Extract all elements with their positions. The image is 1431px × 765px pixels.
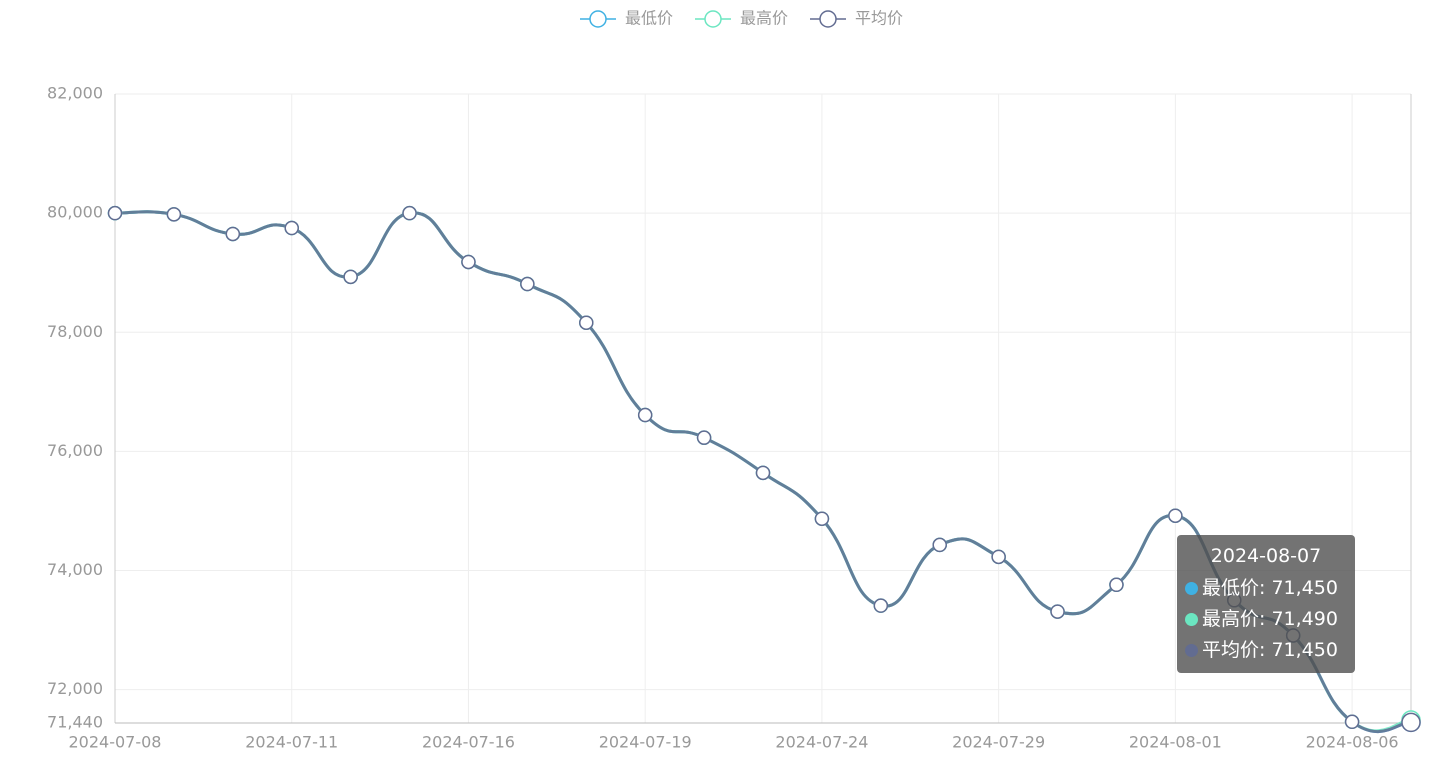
tooltip-value: 71,490: [1271, 608, 1338, 630]
data-point: [1401, 712, 1421, 733]
data-point: [637, 407, 653, 423]
tooltip-dot: [1185, 644, 1198, 657]
legend-marker: [819, 10, 837, 28]
x-tick-label: 2024-07-24: [775, 733, 868, 752]
tooltip-row: 最低价: 71,450: [1185, 573, 1355, 604]
tooltip-series-name: 最高价: [1202, 608, 1260, 630]
y-tick-label: 72,000: [47, 679, 103, 698]
legend-item: 平均价: [810, 9, 903, 28]
x-tick-label: 2024-08-06: [1306, 733, 1399, 752]
legend-item: 最低价: [580, 9, 673, 28]
tooltip-series-name: 平均价: [1202, 639, 1260, 661]
y-tick-label: 80,000: [47, 203, 103, 222]
data-point: [991, 549, 1006, 565]
legend-label: 最高价: [740, 9, 788, 28]
data-point: [932, 537, 947, 553]
data-point: [520, 276, 535, 292]
tooltip-value: 71,450: [1271, 639, 1338, 661]
x-tick-label: 2024-07-29: [952, 733, 1045, 752]
legend-marker: [704, 10, 722, 28]
tooltip-dot: [1185, 582, 1198, 595]
x-tick-label: 2024-07-16: [422, 733, 515, 752]
y-tick-label: 78,000: [47, 322, 103, 341]
tooltip-separator: :: [1259, 639, 1272, 661]
data-point: [1050, 604, 1065, 619]
legend-label: 平均价: [855, 9, 903, 28]
data-point: [461, 254, 476, 270]
data-point: [873, 598, 889, 613]
data-point: [225, 226, 241, 242]
data-point: [1109, 577, 1124, 593]
legend-item: 最高价: [695, 9, 788, 28]
tooltip-row: 最高价: 71,490: [1185, 604, 1355, 635]
legend-marker: [589, 10, 607, 28]
data-point: [1168, 508, 1183, 523]
data-point: [402, 205, 417, 221]
data-point: [343, 269, 358, 285]
x-tick-label: 2024-07-11: [245, 733, 338, 752]
y-tick-label: 71,440: [47, 713, 103, 732]
tooltip-value: 71,450: [1271, 577, 1338, 599]
legend-label: 最低价: [625, 9, 673, 28]
data-point: [166, 207, 182, 222]
tooltip-separator: :: [1259, 608, 1272, 630]
tooltip-series-name: 最低价: [1202, 577, 1260, 599]
data-point: [755, 465, 771, 481]
tooltip-separator: :: [1259, 577, 1272, 599]
tooltip-dot: [1185, 613, 1198, 626]
data-point: [1344, 714, 1360, 730]
x-tick-label: 2024-08-01: [1129, 733, 1222, 752]
data-point: [814, 511, 830, 526]
data-point: [284, 220, 299, 236]
data-point: [579, 315, 594, 330]
tooltip-title: 2024-08-07: [1210, 545, 1322, 567]
x-tick-label: 2024-07-19: [599, 733, 692, 752]
x-tick-label: 2024-07-08: [69, 733, 162, 752]
y-tick-label: 82,000: [47, 84, 103, 103]
tooltip-row: 平均价: 71,450: [1185, 635, 1355, 666]
data-point: [696, 430, 712, 445]
y-tick-label: 74,000: [47, 560, 103, 579]
data-point: [107, 205, 123, 221]
tooltip: 2024-08-07 最低价: 71,450 最高价: 71,490 平均价: 71,…: [1177, 535, 1355, 673]
y-tick-label: 76,000: [47, 441, 103, 460]
